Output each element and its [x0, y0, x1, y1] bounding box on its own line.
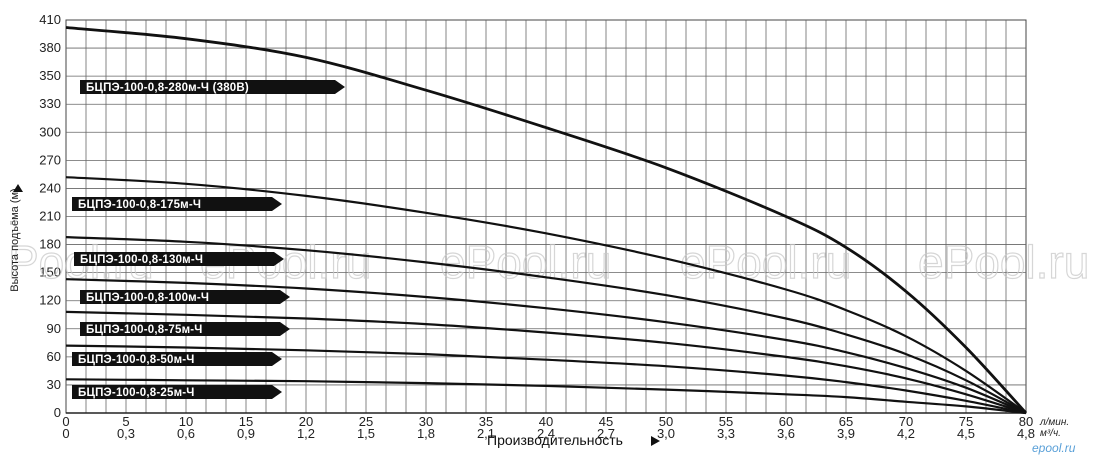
series-line — [65, 176, 1027, 414]
x-tick-label-m3h: 4,5 — [957, 426, 975, 441]
y-tick-label: 150 — [39, 265, 61, 280]
x-tick-label-lpm: 75 — [959, 414, 973, 429]
x-tick-label-lpm: 50 — [659, 414, 673, 429]
series-label-box — [80, 80, 345, 94]
x-tick-label-lpm: 70 — [899, 414, 913, 429]
x-tick-label-lpm: 55 — [719, 414, 733, 429]
x-tick-label-lpm: 10 — [179, 414, 193, 429]
series-label: БЦПЭ-100-0,8-130м-Ч — [74, 252, 284, 266]
x-tick-label-lpm: 35 — [479, 414, 493, 429]
series-label-box — [72, 197, 282, 211]
x-tick-label-m3h: 3,3 — [717, 426, 735, 441]
x-tick-label-lpm: 40 — [539, 414, 553, 429]
series-label-text: БЦПЭ-100-0,8-50м-Ч — [78, 354, 195, 366]
series-label-text: БЦПЭ-100-0,8-280м-Ч (380В) — [86, 82, 249, 94]
x-tick-label-lpm: 15 — [239, 414, 253, 429]
series-curves — [65, 26, 1028, 415]
series-label-text: БЦПЭ-100-0,8-25м-Ч — [78, 387, 195, 399]
series-label: БЦПЭ-100-0,8-175м-Ч — [72, 197, 282, 211]
y-tick-label: 60 — [47, 349, 61, 364]
x-tick-label-m3h: 1,2 — [297, 426, 315, 441]
y-tick-label: 350 — [39, 68, 61, 83]
series-label-box — [80, 322, 290, 336]
x-tick-label-m3h: 0,3 — [117, 426, 135, 441]
series-label-box — [72, 352, 282, 366]
series-line — [65, 278, 1027, 415]
y-tick-label: 300 — [39, 124, 61, 139]
watermark-text: ePool.ru — [918, 236, 1089, 288]
x-tick-label-lpm: 65 — [839, 414, 853, 429]
x-tick-label-lpm: 20 — [299, 414, 313, 429]
x-tick-label-m3h: 3,0 — [657, 426, 675, 441]
x-tick-label-m3h: 0,6 — [177, 426, 195, 441]
x-tick-label-lpm: 45 — [599, 414, 613, 429]
series-label-text: БЦПЭ-100-0,8-175м-Ч — [78, 199, 201, 211]
x-axis-label: Производительность — [487, 432, 623, 448]
series-label-box — [72, 385, 282, 399]
y-tick-label: 270 — [39, 152, 61, 167]
series-label: БЦПЭ-100-0,8-100м-Ч — [80, 290, 290, 304]
x-unit-primary: л/мин. — [1039, 417, 1069, 428]
x-tick-label-m3h: 2,1 — [477, 426, 495, 441]
x-tick-label-m3h: 2,7 — [597, 426, 615, 441]
x-tick-label-lpm: 0 — [62, 414, 69, 429]
x-tick-label-m3h: 0 — [62, 426, 69, 441]
series-label-box — [80, 290, 290, 304]
y-tick-label: 330 — [39, 96, 61, 111]
y-axis-label: Высота подъёма (м) — [9, 188, 21, 291]
watermark-text: ePool.ru — [680, 236, 851, 288]
y-tick-label: 30 — [47, 377, 61, 392]
x-tick-label-m3h: 4,8 — [1017, 426, 1035, 441]
series-label: БЦПЭ-100-0,8-75м-Ч — [80, 322, 290, 336]
series-label: БЦПЭ-100-0,8-25м-Ч — [72, 385, 282, 399]
series-label-box — [74, 252, 284, 266]
x-tick-label-lpm: 60 — [779, 414, 793, 429]
series-label: БЦПЭ-100-0,8-50м-Ч — [72, 352, 282, 366]
y-tick-label: 0 — [54, 405, 61, 420]
y-axis-ticks: 0 30 60 90 120 150 180 210 240 270 300 330 350 380 410 — [39, 12, 61, 420]
x-tick-label-m3h: 3,6 — [777, 426, 795, 441]
series-labels: БЦПЭ-100-0,8-280м-Ч (380В) БЦПЭ-100-0,8-1… — [72, 80, 345, 399]
series-line — [65, 344, 1027, 415]
series-label: БЦПЭ-100-0,8-280м-Ч (380В) — [80, 80, 345, 94]
series-line — [65, 310, 1027, 415]
x-tick-label-m3h: 3,9 — [837, 426, 855, 441]
series-label-text: БЦПЭ-100-0,8-100м-Ч — [86, 292, 209, 304]
x-tick-label-m3h: 0,9 — [237, 426, 255, 441]
corner-watermark: epool.ru — [1032, 441, 1076, 455]
x-tick-label-lpm: 5 — [122, 414, 129, 429]
x-tick-label-m3h: 1,8 — [417, 426, 435, 441]
x-unit-secondary: м³/ч. — [1040, 428, 1061, 439]
x-tick-label-m3h: 1,5 — [357, 426, 375, 441]
x-tick-label-m3h: 2,4 — [537, 426, 555, 441]
x-tick-label-lpm: 25 — [359, 414, 373, 429]
y-tick-label: 120 — [39, 293, 61, 308]
series-line — [65, 26, 1028, 414]
series-label-text: БЦПЭ-100-0,8-75м-Ч — [86, 324, 203, 336]
y-tick-label: 240 — [39, 180, 61, 195]
y-tick-label: 380 — [39, 40, 61, 55]
x-tick-label-lpm: 30 — [419, 414, 433, 429]
y-tick-label: 410 — [39, 12, 61, 27]
series-label-text: БЦПЭ-100-0,8-130м-Ч — [80, 254, 203, 266]
x-tick-label-lpm: 80 — [1019, 414, 1033, 429]
y-axis-arrow-icon — [13, 184, 23, 192]
series-line — [65, 378, 1027, 415]
x-axis-ticks: 0 5 10 15 20 25 30 35 40 45 50 55 60 65 70 75 80 0 0,3 0,6 0… — [62, 414, 1035, 441]
watermark-text: ePool.ru — [440, 236, 611, 288]
y-tick-label: 210 — [39, 209, 61, 224]
series-line — [65, 236, 1027, 414]
x-axis-arrow-icon — [651, 436, 660, 446]
y-tick-label: 180 — [39, 237, 61, 252]
y-tick-label: 90 — [47, 321, 61, 336]
x-tick-label-m3h: 4,2 — [897, 426, 915, 441]
